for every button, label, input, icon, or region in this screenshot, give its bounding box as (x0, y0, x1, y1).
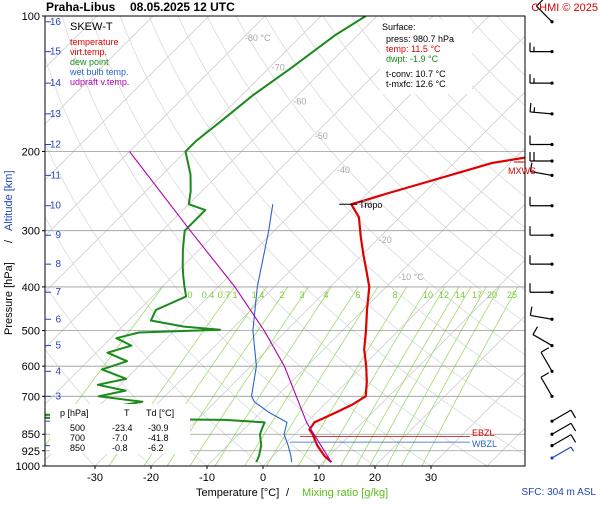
altitude-tick-label: 9 (55, 230, 61, 241)
table-cell: -30.9 (148, 423, 169, 433)
legend-item-virt-temp: virt.temp. (70, 47, 107, 57)
mixing-ratio-label: 0.7 (218, 290, 231, 300)
isotherm-label: -60 (293, 97, 306, 107)
table-cell: 500 (70, 423, 85, 433)
mixing-ratio-label: 14 (455, 290, 465, 300)
y-axis-title-alt: Altitude [km] (3, 170, 15, 231)
altitude-tick-label: 13 (50, 109, 62, 120)
surface-temp: temp: 11.5 °C (386, 44, 441, 54)
isotherm-label: -70 (272, 62, 285, 72)
surface-press: press: 980.7 hPa (386, 34, 454, 44)
temp-tick-label: 10 (313, 472, 325, 484)
x-axis-title-mix: Mixing ratio [g/kg] (302, 487, 388, 499)
legend-item-updraft: udpraft v.temp. (70, 77, 129, 87)
altitude-tick-label: 10 (50, 201, 62, 212)
y-axis-title-pressure: Pressure [hPa] (3, 262, 15, 335)
mixing-ratio-label: 20 (487, 290, 497, 300)
altitude-tick-label: 14 (50, 78, 62, 89)
table-cell: 850 (70, 443, 85, 453)
altitude-tick-label: 4 (55, 366, 61, 377)
mixing-ratio-label: 6 (355, 290, 360, 300)
mixing-ratio-label: 25 (507, 290, 517, 300)
altitude-tick-label: 7 (55, 287, 61, 298)
pressure-tick-label: 200 (22, 146, 40, 158)
mixing-ratio-label: 2 (279, 290, 284, 300)
mixing-ratio-label: 3 (299, 290, 304, 300)
mixing-ratio-label: 0.4 (202, 290, 215, 300)
altitude-tick-label: 6 (55, 314, 61, 325)
table-cell: -7.0 (112, 433, 128, 443)
temp-tick-label: -20 (143, 472, 159, 484)
altitude-tick-label: 5 (55, 341, 61, 352)
temp-tick-label: 20 (369, 472, 381, 484)
pressure-tick-label: 700 (22, 391, 40, 403)
pressure-tick-label: 1000 (16, 461, 40, 473)
mixing-ratio-label: 1 (232, 290, 237, 300)
altitude-tick-label: 3 (55, 391, 61, 402)
mixing-ratio-label: 0 (187, 290, 192, 300)
mixing-ratio-label: 8 (392, 290, 397, 300)
table-cell: -6.2 (148, 443, 164, 453)
table-cell: 700 (70, 433, 85, 443)
table-cell: -0.8 (112, 443, 128, 453)
isotherm-label: -80 °C (245, 33, 271, 43)
pressure-tick-label: 400 (22, 282, 40, 294)
surface-tconv: t-conv: 10.7 °C (386, 69, 446, 79)
isotherm-label: -40 (337, 165, 350, 175)
table-cell: -41.8 (148, 433, 169, 443)
table-header-p: p [hPa] (60, 408, 89, 418)
legend-item-dew-point: dew point (70, 57, 109, 67)
legend-item-temperature: temperature (70, 37, 119, 47)
mxws-label: MXWS (508, 166, 536, 176)
altitude-tick-label: 16 (50, 17, 62, 28)
altitude-tick-label: 8 (55, 259, 61, 270)
wbzl-label: WBZL (472, 439, 497, 449)
temp-tick-label: 30 (425, 472, 437, 484)
temp-tick-label: -30 (87, 472, 103, 484)
mixing-ratio-label: 1.4 (252, 290, 265, 300)
x-axis-title-temp: Temperature [°C] (196, 487, 279, 499)
altitude-tick-label: 15 (50, 47, 62, 58)
isotherm-label: -20 (379, 235, 392, 245)
level-table: p [hPa] T Td [°C] 500 -23.4 -30.9 700 -7… (50, 404, 190, 454)
surface-dwpt: dwpt: -1.9 °C (386, 54, 439, 64)
isotherm-label: -50 (315, 131, 328, 141)
table-cell: -23.4 (112, 423, 133, 433)
table-header-td: Td [°C] (146, 408, 174, 418)
temp-tick-label: 0 (260, 472, 266, 484)
pressure-tick-label: 600 (22, 361, 40, 373)
temp-tick-label: -10 (199, 472, 215, 484)
surface-tmxfc: t-mxfc: 12.6 °C (386, 79, 446, 89)
mixing-ratio-label: 17 (472, 290, 482, 300)
pressure-tick-label: 100 (22, 11, 40, 23)
surface-info: Surface: press: 980.7 hPa temp: 11.5 °C … (380, 20, 472, 94)
sfc-label: SFC: 304 m ASL (522, 487, 597, 498)
wind-barb-flag (530, 103, 531, 112)
surface-title: Surface: (382, 22, 416, 32)
pressure-tick-label: 850 (22, 429, 40, 441)
pressure-tick-label: 925 (22, 446, 40, 458)
ebzl-label: EBZL (472, 428, 495, 438)
altitude-tick-label: 11 (51, 170, 62, 181)
legend-item-wet-bulb: wet bulb temp. (69, 67, 129, 77)
pressure-tick-label: 500 (22, 326, 40, 338)
isotherm-label: -10 °C (398, 272, 424, 282)
table-header-t: T (124, 408, 130, 418)
altitude-tick-label: 12 (50, 140, 62, 151)
legend-title: SKEW-T (70, 21, 113, 33)
mixing-ratio-label: 4 (323, 290, 328, 300)
mixing-ratio-label: 12 (439, 290, 449, 300)
pressure-tick-label: 300 (22, 226, 40, 238)
mixing-ratio-label: 10 (423, 290, 433, 300)
tropopause-label: Tropo (359, 200, 382, 210)
credit: CHMI © 2025 (531, 2, 598, 14)
datetime-title: 08.05.2025 12 UTC (130, 0, 235, 14)
station-title: Praha-Libus (46, 0, 116, 14)
